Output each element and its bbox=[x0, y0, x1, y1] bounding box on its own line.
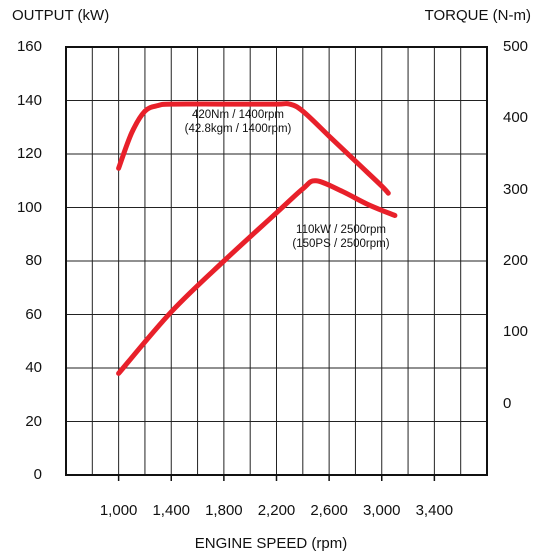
right-axis-title: TORQUE (N-m) bbox=[424, 7, 531, 24]
y-left-tick-2: 40 bbox=[25, 359, 42, 376]
output-curve bbox=[116, 178, 398, 376]
y-left-tick-1: 20 bbox=[25, 412, 42, 430]
x-tick-0: 1,000 bbox=[99, 502, 138, 519]
y-left-tick-7: 140 bbox=[16, 91, 42, 109]
x-axis-title: ENGINE SPEED (rpm) bbox=[194, 535, 348, 552]
y-left-tick-6: 120 bbox=[16, 145, 42, 162]
power-annotation-line-1: 110kW / 2500rpm bbox=[296, 224, 386, 236]
y-right-tick-4: 400 bbox=[503, 109, 529, 127]
x-tick-1: 1,400 bbox=[152, 502, 191, 519]
series-group bbox=[116, 101, 398, 376]
left-axis-title: OUTPUT (kW) bbox=[12, 7, 110, 24]
x-tick-2: 1,800 bbox=[205, 502, 243, 519]
torque-peak-annotation: 420Nm / 1400rpm (42.8kgm / 1400rpm) bbox=[175, 108, 301, 136]
y-left-tick-3: 60 bbox=[25, 305, 42, 323]
y-right-tick-0: 0 bbox=[503, 394, 512, 412]
power-annotation-line-2: (150PS / 2500rpm) bbox=[292, 238, 390, 250]
y-right-tick-1: 100 bbox=[503, 323, 529, 341]
y-left-tick-0: 0 bbox=[33, 466, 42, 483]
y-right-tick-3: 300 bbox=[503, 180, 529, 198]
grid bbox=[66, 46, 487, 481]
y-left-tick-5: 100 bbox=[16, 198, 42, 216]
y-left-tick-4: 80 bbox=[25, 252, 42, 269]
x-tick-3: 2,200 bbox=[257, 502, 296, 519]
y-right-tick-2: 200 bbox=[503, 252, 529, 269]
x-tick-4: 2,600 bbox=[310, 502, 348, 519]
y-right-tick-5: 500 bbox=[503, 38, 529, 55]
x-tick-5: 3,000 bbox=[362, 502, 401, 519]
torque-curve bbox=[116, 101, 391, 196]
torque-annotation-line-1: 420Nm / 1400rpm bbox=[191, 109, 285, 121]
y-left-tick-8: 160 bbox=[16, 38, 42, 55]
plot-frame bbox=[65, 46, 488, 476]
x-tick-6: 3,400 bbox=[415, 502, 454, 519]
power-peak-annotation: 110kW / 2500rpm (150PS / 2500rpm) bbox=[282, 223, 400, 251]
torque-annotation-line-2: (42.8kgm / 1400rpm) bbox=[184, 123, 292, 135]
